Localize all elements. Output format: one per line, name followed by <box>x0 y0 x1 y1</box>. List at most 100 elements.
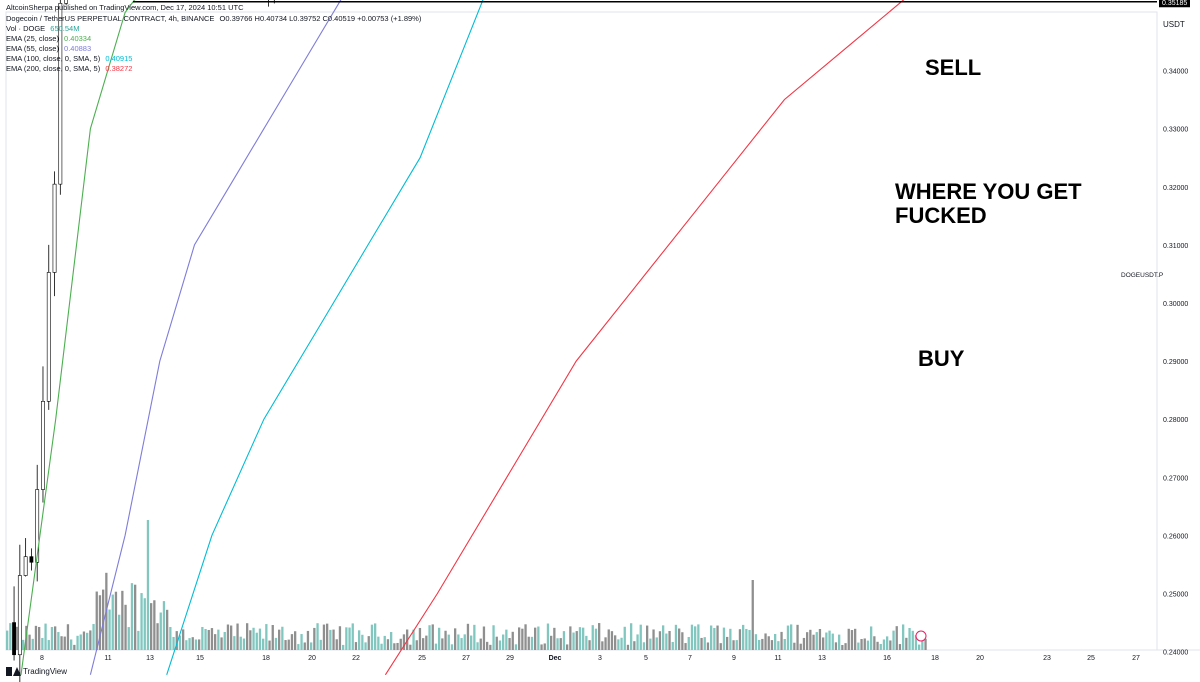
volume-bar <box>322 624 326 650</box>
volume-bar <box>300 634 303 650</box>
volume-bar <box>646 625 649 650</box>
volume-bar <box>92 624 95 650</box>
volume-bar <box>543 643 546 650</box>
volume-bar <box>633 641 636 650</box>
volume-bar <box>396 642 399 650</box>
volume-bar <box>345 627 348 650</box>
volume-bar <box>844 643 847 650</box>
volume-bar <box>98 595 102 650</box>
candle-body <box>29 556 34 563</box>
volume-bar <box>534 627 537 650</box>
volume-bar <box>575 631 578 650</box>
level-label-text: 0.35185 <box>1162 0 1187 7</box>
ema25-legend[interactable]: EMA (25, close) 0.40334 <box>6 34 91 44</box>
volume-bar <box>770 640 774 650</box>
volume-bar <box>476 642 479 650</box>
volume-bar <box>198 639 201 650</box>
volume-bar <box>63 636 66 650</box>
volume-bar <box>623 626 626 650</box>
volume-bar <box>722 627 726 650</box>
volume-bar <box>790 624 793 650</box>
volume-bar <box>713 628 716 650</box>
volume-bar <box>370 624 374 650</box>
volume-bar <box>841 644 844 650</box>
candle-body <box>52 183 57 273</box>
volume-bar <box>348 627 351 650</box>
volume-bar <box>524 624 527 650</box>
volume-bar <box>918 644 921 650</box>
volume-bar <box>822 637 825 650</box>
price-tick-label: 0.24000 <box>1163 650 1188 657</box>
volume-bar <box>742 624 745 650</box>
ema200-legend[interactable]: EMA (200, close, 0, SMA, 5) 0.38272 <box>6 64 132 74</box>
time-tick-label: 27 <box>1132 655 1140 662</box>
volume-bar <box>834 642 838 650</box>
volume-bar <box>447 634 450 650</box>
volume-bar <box>914 635 918 650</box>
volume-bar <box>316 623 319 650</box>
price-tick-label: 0.31000 <box>1163 243 1188 250</box>
ema100-legend[interactable]: EMA (100, close, 0, SMA, 5) 0.40915 <box>6 54 132 64</box>
volume-bar <box>159 612 162 650</box>
volume-bar <box>111 594 114 650</box>
volume-bar <box>326 623 329 650</box>
volume-bar <box>194 639 198 650</box>
volume-bar <box>255 632 258 650</box>
volume-bar <box>498 640 502 650</box>
volume-bar <box>470 635 473 650</box>
volume-bar <box>386 639 390 650</box>
ema-line-3 <box>384 0 905 676</box>
volume-bar <box>521 628 524 650</box>
volume-legend[interactable]: Vol · DOGE 650.54M <box>6 24 79 34</box>
ema55-legend[interactable]: EMA (55, close) 0.40883 <box>6 44 91 54</box>
volume-bar <box>274 637 278 650</box>
volume-bar <box>226 624 230 650</box>
time-tick-label: 16 <box>883 655 891 662</box>
candle-body <box>23 556 28 576</box>
volume-bar <box>329 629 332 650</box>
price-tick-label: 0.34000 <box>1163 69 1188 76</box>
time-tick-label: 20 <box>976 655 984 662</box>
volume-bar <box>738 629 742 650</box>
volume-bar <box>620 637 623 650</box>
ema-line-2 <box>166 0 484 675</box>
volume-bar <box>319 639 322 650</box>
volume-bar <box>172 636 175 650</box>
time-tick-label: 23 <box>1043 655 1051 662</box>
volume-bar <box>140 593 143 650</box>
volume-bar <box>546 623 550 650</box>
volume-bar <box>70 639 73 650</box>
volume-bar <box>57 632 60 650</box>
volume-bar <box>214 634 217 650</box>
time-tick-label: 25 <box>418 655 426 662</box>
time-tick-label: 18 <box>262 655 270 662</box>
volume-bar <box>258 628 262 650</box>
volume-bar <box>297 644 300 650</box>
volume-bar <box>34 625 38 650</box>
volume-bar <box>28 634 31 650</box>
ema25-label: EMA (25, close) <box>6 34 59 43</box>
volume-bar <box>572 632 575 650</box>
volume-bar <box>22 639 25 650</box>
volume-bar <box>335 639 338 650</box>
volume-bar <box>578 627 582 650</box>
volume-bar <box>482 626 486 650</box>
volume-bar <box>530 636 534 650</box>
volume-bar <box>854 628 857 650</box>
price-tick-label: 0.28000 <box>1163 417 1188 424</box>
volume-bar <box>284 640 287 650</box>
volume-bar <box>351 623 354 650</box>
volume-bar <box>44 623 47 650</box>
volume-bar <box>809 629 812 650</box>
volume-bar <box>454 628 457 650</box>
volume-bar <box>431 624 434 650</box>
volume-label: Vol · DOGE <box>6 24 46 33</box>
candle-body <box>58 3 63 185</box>
volume-bar <box>610 631 614 650</box>
volume-bar <box>306 630 310 650</box>
volume-bar <box>89 630 92 650</box>
volume-bar <box>383 635 386 650</box>
volume-bar <box>585 635 588 650</box>
symbol-header[interactable]: Dogecoin / TetherUS PERPETUAL CONTRACT, … <box>6 14 421 24</box>
